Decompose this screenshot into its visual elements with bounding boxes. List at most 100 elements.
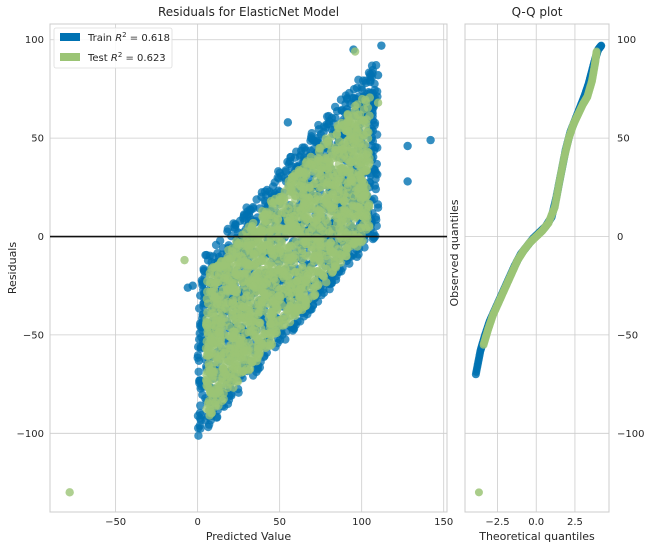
qq-series-test	[474, 47, 601, 497]
data-point	[370, 181, 380, 190]
data-point	[342, 231, 352, 240]
data-point	[253, 309, 263, 319]
data-point	[314, 156, 323, 166]
data-point	[278, 250, 288, 259]
data-point	[228, 306, 237, 315]
data-point	[202, 351, 211, 360]
data-point	[272, 233, 281, 243]
data-point	[325, 200, 334, 209]
data-point	[255, 318, 264, 328]
y-tick-label: −50	[23, 330, 44, 341]
qq-x-tick-label: 2.5	[567, 517, 583, 528]
data-point	[295, 275, 304, 285]
data-point	[315, 183, 324, 193]
data-point	[239, 211, 249, 220]
data-point	[214, 269, 224, 279]
data-point	[286, 152, 296, 162]
data-point	[367, 61, 377, 70]
data-point	[324, 111, 333, 121]
data-point	[316, 203, 325, 213]
data-point	[280, 320, 289, 329]
outlier-point	[283, 118, 293, 127]
data-point	[221, 291, 230, 300]
data-point	[333, 209, 342, 219]
outlier-point	[65, 488, 74, 497]
data-point	[350, 214, 360, 223]
residuals-y-label: Residuals	[6, 242, 19, 294]
data-point	[306, 262, 316, 271]
qq-gridlines	[465, 24, 609, 512]
data-point	[213, 249, 222, 258]
data-point	[303, 215, 312, 225]
data-point	[281, 335, 290, 344]
data-point	[257, 224, 266, 233]
data-point	[210, 292, 219, 301]
data-point	[356, 162, 365, 171]
data-point	[193, 411, 203, 420]
data-point	[258, 282, 267, 291]
data-point	[257, 255, 266, 264]
y-tick-label: 100	[25, 35, 44, 46]
data-point	[348, 201, 357, 210]
data-point	[215, 327, 224, 337]
data-point	[307, 245, 316, 255]
data-point	[268, 297, 278, 306]
data-point	[264, 341, 274, 350]
data-point	[330, 102, 340, 112]
y-tick-label: 50	[31, 134, 44, 145]
data-point	[221, 303, 230, 313]
data-point	[262, 185, 272, 195]
qq-y-tick-label: 100	[617, 35, 636, 46]
data-point	[325, 228, 334, 237]
data-point	[302, 157, 311, 166]
data-point	[273, 209, 283, 218]
data-point	[315, 241, 324, 250]
data-point	[303, 271, 312, 280]
outlier-point	[373, 98, 383, 107]
data-point	[209, 316, 218, 325]
data-point	[219, 363, 228, 373]
qq-points	[471, 41, 606, 497]
data-point	[335, 223, 344, 233]
data-point	[355, 152, 365, 162]
data-point	[249, 282, 258, 291]
data-point	[280, 258, 289, 267]
y-tick-label: 0	[38, 232, 44, 243]
data-point	[195, 329, 204, 338]
data-point	[361, 123, 371, 132]
data-point	[202, 314, 211, 324]
data-point	[290, 250, 300, 260]
data-point	[289, 229, 299, 238]
data-point	[210, 279, 220, 289]
data-point	[354, 75, 363, 85]
data-point	[275, 168, 285, 178]
data-point	[229, 219, 238, 228]
data-point	[285, 291, 294, 300]
data-point	[347, 175, 357, 185]
data-point	[363, 103, 373, 112]
outlier-point	[350, 47, 360, 56]
data-point	[223, 227, 232, 236]
data-point	[245, 358, 254, 368]
residuals-x-label: Predicted Value	[206, 530, 292, 543]
data-point	[282, 224, 291, 233]
data-point	[316, 171, 325, 180]
data-point	[286, 283, 296, 293]
data-point	[337, 251, 347, 261]
data-point	[300, 283, 310, 292]
data-point	[228, 244, 237, 253]
qq-x-tick-label: 0.0	[528, 517, 544, 528]
data-point	[260, 288, 269, 298]
data-point	[270, 178, 280, 187]
data-point	[215, 236, 225, 245]
outlier-point	[180, 255, 189, 265]
data-point	[283, 213, 292, 222]
legend-label-train: Train R2 = 0.618	[87, 31, 170, 44]
data-point	[341, 164, 350, 173]
data-point	[308, 135, 318, 145]
data-point	[298, 249, 307, 258]
data-point	[316, 165, 326, 174]
data-point	[193, 423, 203, 433]
qq-y-tick-label: −50	[617, 330, 638, 341]
data-point	[337, 118, 346, 128]
